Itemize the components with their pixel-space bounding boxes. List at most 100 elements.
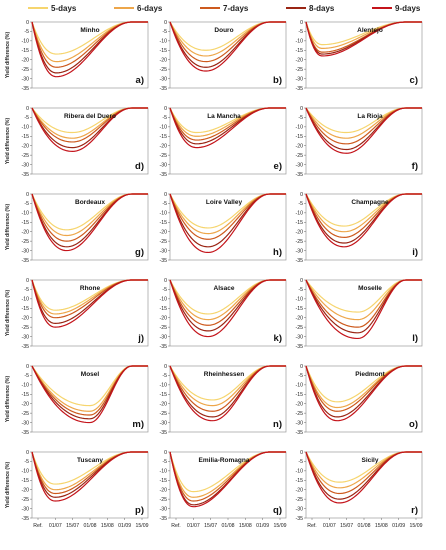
y-tick-label: -10	[296, 469, 304, 475]
y-tick-label: -5	[298, 373, 303, 379]
y-tick-label: -15	[22, 134, 30, 140]
panel-letter: j)	[137, 333, 144, 344]
y-tick-label: -25	[160, 153, 168, 159]
y-tick-label: -35	[296, 344, 304, 350]
y-tick-label: -30	[296, 248, 304, 254]
panel: 0 -5 -10 -15 -20 -25 -30 -35 Rheinhessen n)	[160, 364, 287, 436]
panel-title: Ribera del Duero	[64, 113, 116, 120]
y-tick-label: -35	[160, 344, 168, 350]
x-tick-label: 15/07	[204, 523, 217, 529]
y-tick-label: -35	[160, 516, 168, 522]
x-tick-label: 15/08	[101, 523, 114, 529]
y-tick-label: -10	[160, 39, 168, 45]
x-tick-label: 01/09	[256, 523, 269, 529]
panel: 0 -5 -10 -15 -20 -25 -30 -35 La Mancha e)	[160, 106, 287, 178]
x-tick-label: 01/08	[358, 523, 371, 529]
y-tick-label: -10	[22, 469, 30, 475]
y-tick-label: -15	[296, 220, 304, 226]
y-tick-label: 0	[164, 192, 167, 198]
panel-letter: d)	[135, 161, 144, 172]
y-tick-label: 0	[300, 106, 303, 112]
y-tick-label: -20	[296, 402, 304, 408]
series-line	[305, 279, 422, 340]
x-tick-label: 15/08	[239, 523, 252, 529]
series-line	[31, 279, 148, 328]
y-tick-label: -15	[22, 392, 30, 398]
plot-frame	[305, 365, 423, 433]
y-tick-label: -35	[160, 172, 168, 178]
panel-title: Mosel	[81, 371, 100, 378]
y-tick-label: -5	[24, 459, 29, 465]
y-tick-label: -30	[22, 162, 30, 168]
y-tick-label: 0	[26, 106, 29, 112]
y-tick-label: -25	[296, 239, 304, 245]
y-tick-label: -30	[160, 334, 168, 340]
y-tick-label: -15	[22, 306, 30, 312]
y-tick-label: -20	[160, 230, 168, 236]
y-tick-label: 0	[164, 278, 167, 284]
y-tick-label: -35	[22, 516, 30, 522]
panel-title: Alentejo	[357, 27, 383, 34]
y-tick-label: -20	[160, 488, 168, 494]
y-tick-label: -15	[22, 478, 30, 484]
y-tick-label: -10	[22, 383, 30, 389]
panel-letter: i)	[412, 247, 418, 258]
panel-letter: e)	[274, 161, 282, 172]
y-tick-label: -25	[22, 153, 30, 159]
y-tick-label: -5	[162, 201, 167, 207]
x-tick-label: Ref.	[33, 523, 43, 529]
panel: 0 -5 -10 -15 -20 -25 -30 -35 Champagne i)	[296, 192, 423, 264]
y-tick-label: -20	[22, 402, 30, 408]
y-tick-label: -15	[160, 478, 168, 484]
y-tick-label: -35	[296, 430, 304, 436]
y-tick-label: -25	[296, 325, 304, 331]
legend-label: 5-days	[51, 4, 77, 13]
y-tick-label: 0	[164, 106, 167, 112]
legend-label: 7-days	[223, 4, 249, 13]
y-axis-label: Yield difference (%)	[5, 376, 11, 423]
y-tick-label: -35	[22, 86, 30, 92]
panel-title: Douro	[214, 27, 233, 34]
y-tick-label: -5	[298, 287, 303, 293]
panel-title: Rheinhessen	[204, 371, 244, 378]
panel: 0 -5 -10 -15 -20 -25 -30 -35 Yield difference (%…	[5, 364, 149, 436]
y-tick-label: 0	[26, 20, 29, 26]
y-tick-label: -25	[22, 325, 30, 331]
panel: 0 -5 -10 -15 -20 -25 -30 -35 Yield difference (%…	[5, 192, 149, 264]
panel-letter: f)	[412, 161, 418, 172]
y-tick-label: -15	[22, 48, 30, 54]
y-tick-label: -30	[22, 248, 30, 254]
y-tick-label: -15	[296, 478, 304, 484]
plot-frame	[31, 451, 149, 519]
y-tick-label: -30	[22, 420, 30, 426]
y-tick-label: -10	[22, 125, 30, 131]
x-tick-label: Ref.	[171, 523, 181, 529]
series-line	[305, 365, 422, 422]
y-tick-label: -5	[162, 115, 167, 121]
x-tick-label: 15/07	[340, 523, 353, 529]
y-tick-label: -10	[296, 211, 304, 217]
panel-title: Moselle	[358, 285, 382, 292]
y-tick-label: -30	[22, 506, 30, 512]
y-tick-label: -5	[298, 459, 303, 465]
panel-title: La Mancha	[207, 113, 241, 120]
y-tick-label: -15	[296, 48, 304, 54]
y-tick-label: -25	[160, 497, 168, 503]
y-tick-label: -30	[160, 248, 168, 254]
panel: 0 -5 -10 -15 -20 -25 -30 -35 Yield difference (%…	[5, 450, 149, 529]
y-tick-label: 0	[26, 278, 29, 284]
y-tick-label: -35	[22, 172, 30, 178]
y-tick-label: -30	[296, 506, 304, 512]
panel-letter: c)	[410, 75, 418, 86]
y-tick-label: -25	[296, 497, 304, 503]
y-tick-label: -10	[160, 383, 168, 389]
panel-title: Emilia-Romagna	[199, 457, 250, 464]
y-tick-label: 0	[164, 450, 167, 456]
panel-letter: o)	[409, 419, 418, 430]
x-tick-label: 01/09	[118, 523, 131, 529]
y-tick-label: -5	[162, 373, 167, 379]
y-tick-label: 0	[300, 20, 303, 26]
y-tick-label: -5	[162, 29, 167, 35]
panel-letter: m)	[132, 419, 144, 430]
panel-title: Sicily	[362, 457, 379, 464]
